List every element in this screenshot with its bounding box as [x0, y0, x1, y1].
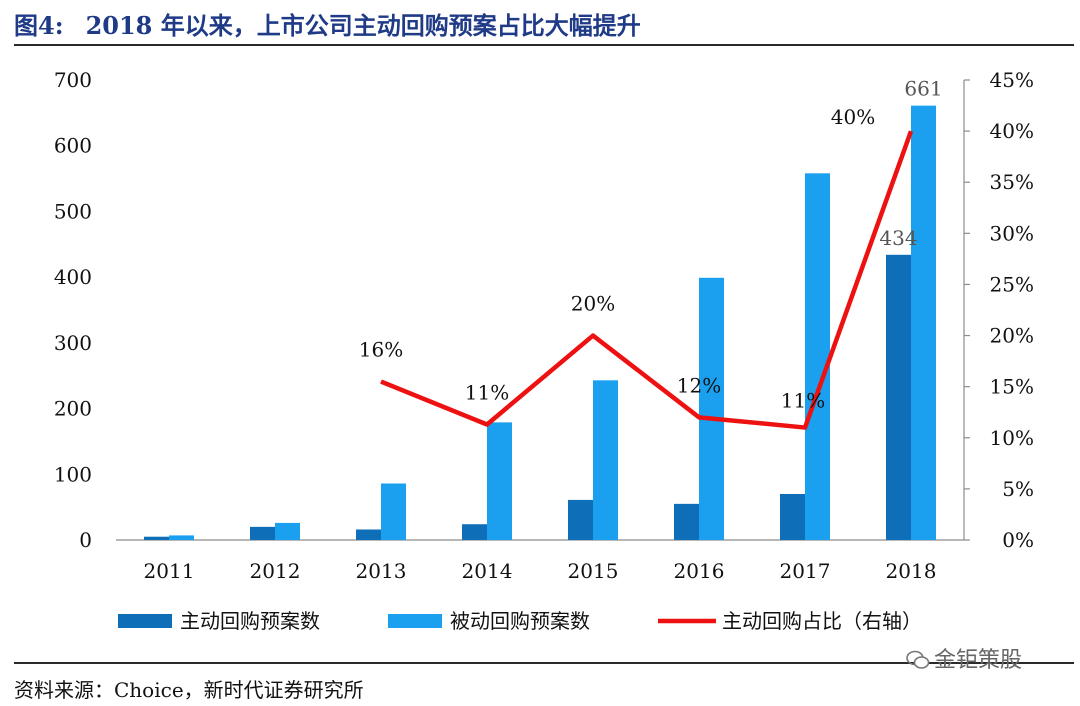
line-data-label: 16% — [359, 338, 403, 362]
watermark-text: 金钜策股 — [934, 648, 1023, 673]
bar-passive — [487, 422, 512, 540]
y-left-tick-label: 200 — [54, 397, 92, 421]
bar-active — [780, 494, 805, 540]
x-tick-label: 2011 — [144, 559, 195, 583]
x-tick-label: 2014 — [462, 559, 513, 583]
y-right-tick-label: 25% — [990, 272, 1034, 296]
bar-active — [356, 529, 381, 540]
line-data-label: 11% — [781, 389, 825, 413]
figure-title-text: 2018 年以来，上市公司主动回购预案占比大幅提升 — [85, 11, 641, 40]
x-tick-label: 2016 — [674, 559, 725, 583]
y-right-tick-label: 30% — [990, 221, 1034, 245]
legend-label-ratio: 主动回购占比（右轴） — [722, 609, 922, 633]
line-data-label: 12% — [677, 373, 721, 397]
bar-active — [674, 503, 699, 540]
chart: 0 100 200 300 400 500 600 700 0% 5% 10% 15% 20% 25% 30… — [54, 68, 1034, 633]
line-data-label: 40% — [831, 105, 875, 129]
y-right-tick-label: 5% — [1002, 477, 1034, 501]
y-left-tick-label: 500 — [54, 199, 92, 223]
y-left-tick-label: 400 — [54, 265, 92, 289]
bottom-rule — [14, 662, 1074, 664]
y-right-tick-label: 45% — [990, 68, 1034, 92]
y-right-tick-label: 15% — [990, 375, 1034, 399]
bar-passive — [911, 105, 936, 540]
legend: 主动回购预案数 被动回购预案数 主动回购占比（右轴） — [118, 609, 922, 633]
bar-active — [462, 524, 487, 540]
bar-passive — [699, 277, 724, 540]
line-data-label: 11% — [465, 380, 509, 404]
top-rule — [14, 44, 1074, 46]
bar-active — [250, 526, 275, 540]
bar-data-label: 434 — [879, 226, 917, 250]
x-tick-label: 2017 — [780, 559, 831, 583]
bar-active — [144, 536, 169, 540]
y-right-tick-label: 35% — [990, 170, 1034, 194]
ratio-line — [380, 130, 914, 430]
bar-passive — [169, 535, 194, 540]
y-left-tick-label: 700 — [54, 68, 92, 92]
bar-passive — [275, 522, 300, 540]
bar-passive — [593, 380, 618, 540]
x-tick-label: 2013 — [356, 559, 407, 583]
wechat-icon — [906, 650, 930, 669]
y-right-tick-label: 10% — [990, 426, 1034, 450]
watermark: 金钜策股 — [906, 642, 1022, 674]
y-left-tick-label: 100 — [54, 462, 92, 486]
y-right-tick-label: 20% — [990, 324, 1034, 348]
x-tick-label: 2015 — [568, 559, 619, 583]
bar-passive — [381, 483, 406, 540]
y-right-tick-label: 0% — [1002, 528, 1034, 552]
bar-active — [568, 499, 593, 540]
figure-label: 图4: — [14, 11, 64, 40]
y-left-tick-label: 600 — [54, 134, 92, 158]
legend-label-active: 主动回购预案数 — [180, 609, 320, 633]
line-data-label: 20% — [571, 292, 615, 316]
bar-active — [886, 254, 911, 541]
source-note: 资料来源：Choice，新时代证券研究所 — [14, 678, 364, 702]
figure-title: 图4: 2018 年以来，上市公司主动回购预案占比大幅提升 — [14, 6, 641, 41]
bar-passive — [805, 173, 830, 541]
x-tick-label: 2012 — [250, 559, 301, 583]
bar-data-label: 661 — [904, 77, 942, 101]
legend-swatch-passive — [388, 614, 442, 628]
y-left-tick-label: 0 — [79, 528, 92, 552]
x-tick-label: 2018 — [886, 559, 937, 583]
legend-swatch-active — [118, 614, 172, 628]
y-right-tick-label: 40% — [990, 119, 1034, 143]
legend-label-passive: 被动回购预案数 — [450, 609, 590, 633]
y-left-tick-label: 300 — [54, 331, 92, 355]
